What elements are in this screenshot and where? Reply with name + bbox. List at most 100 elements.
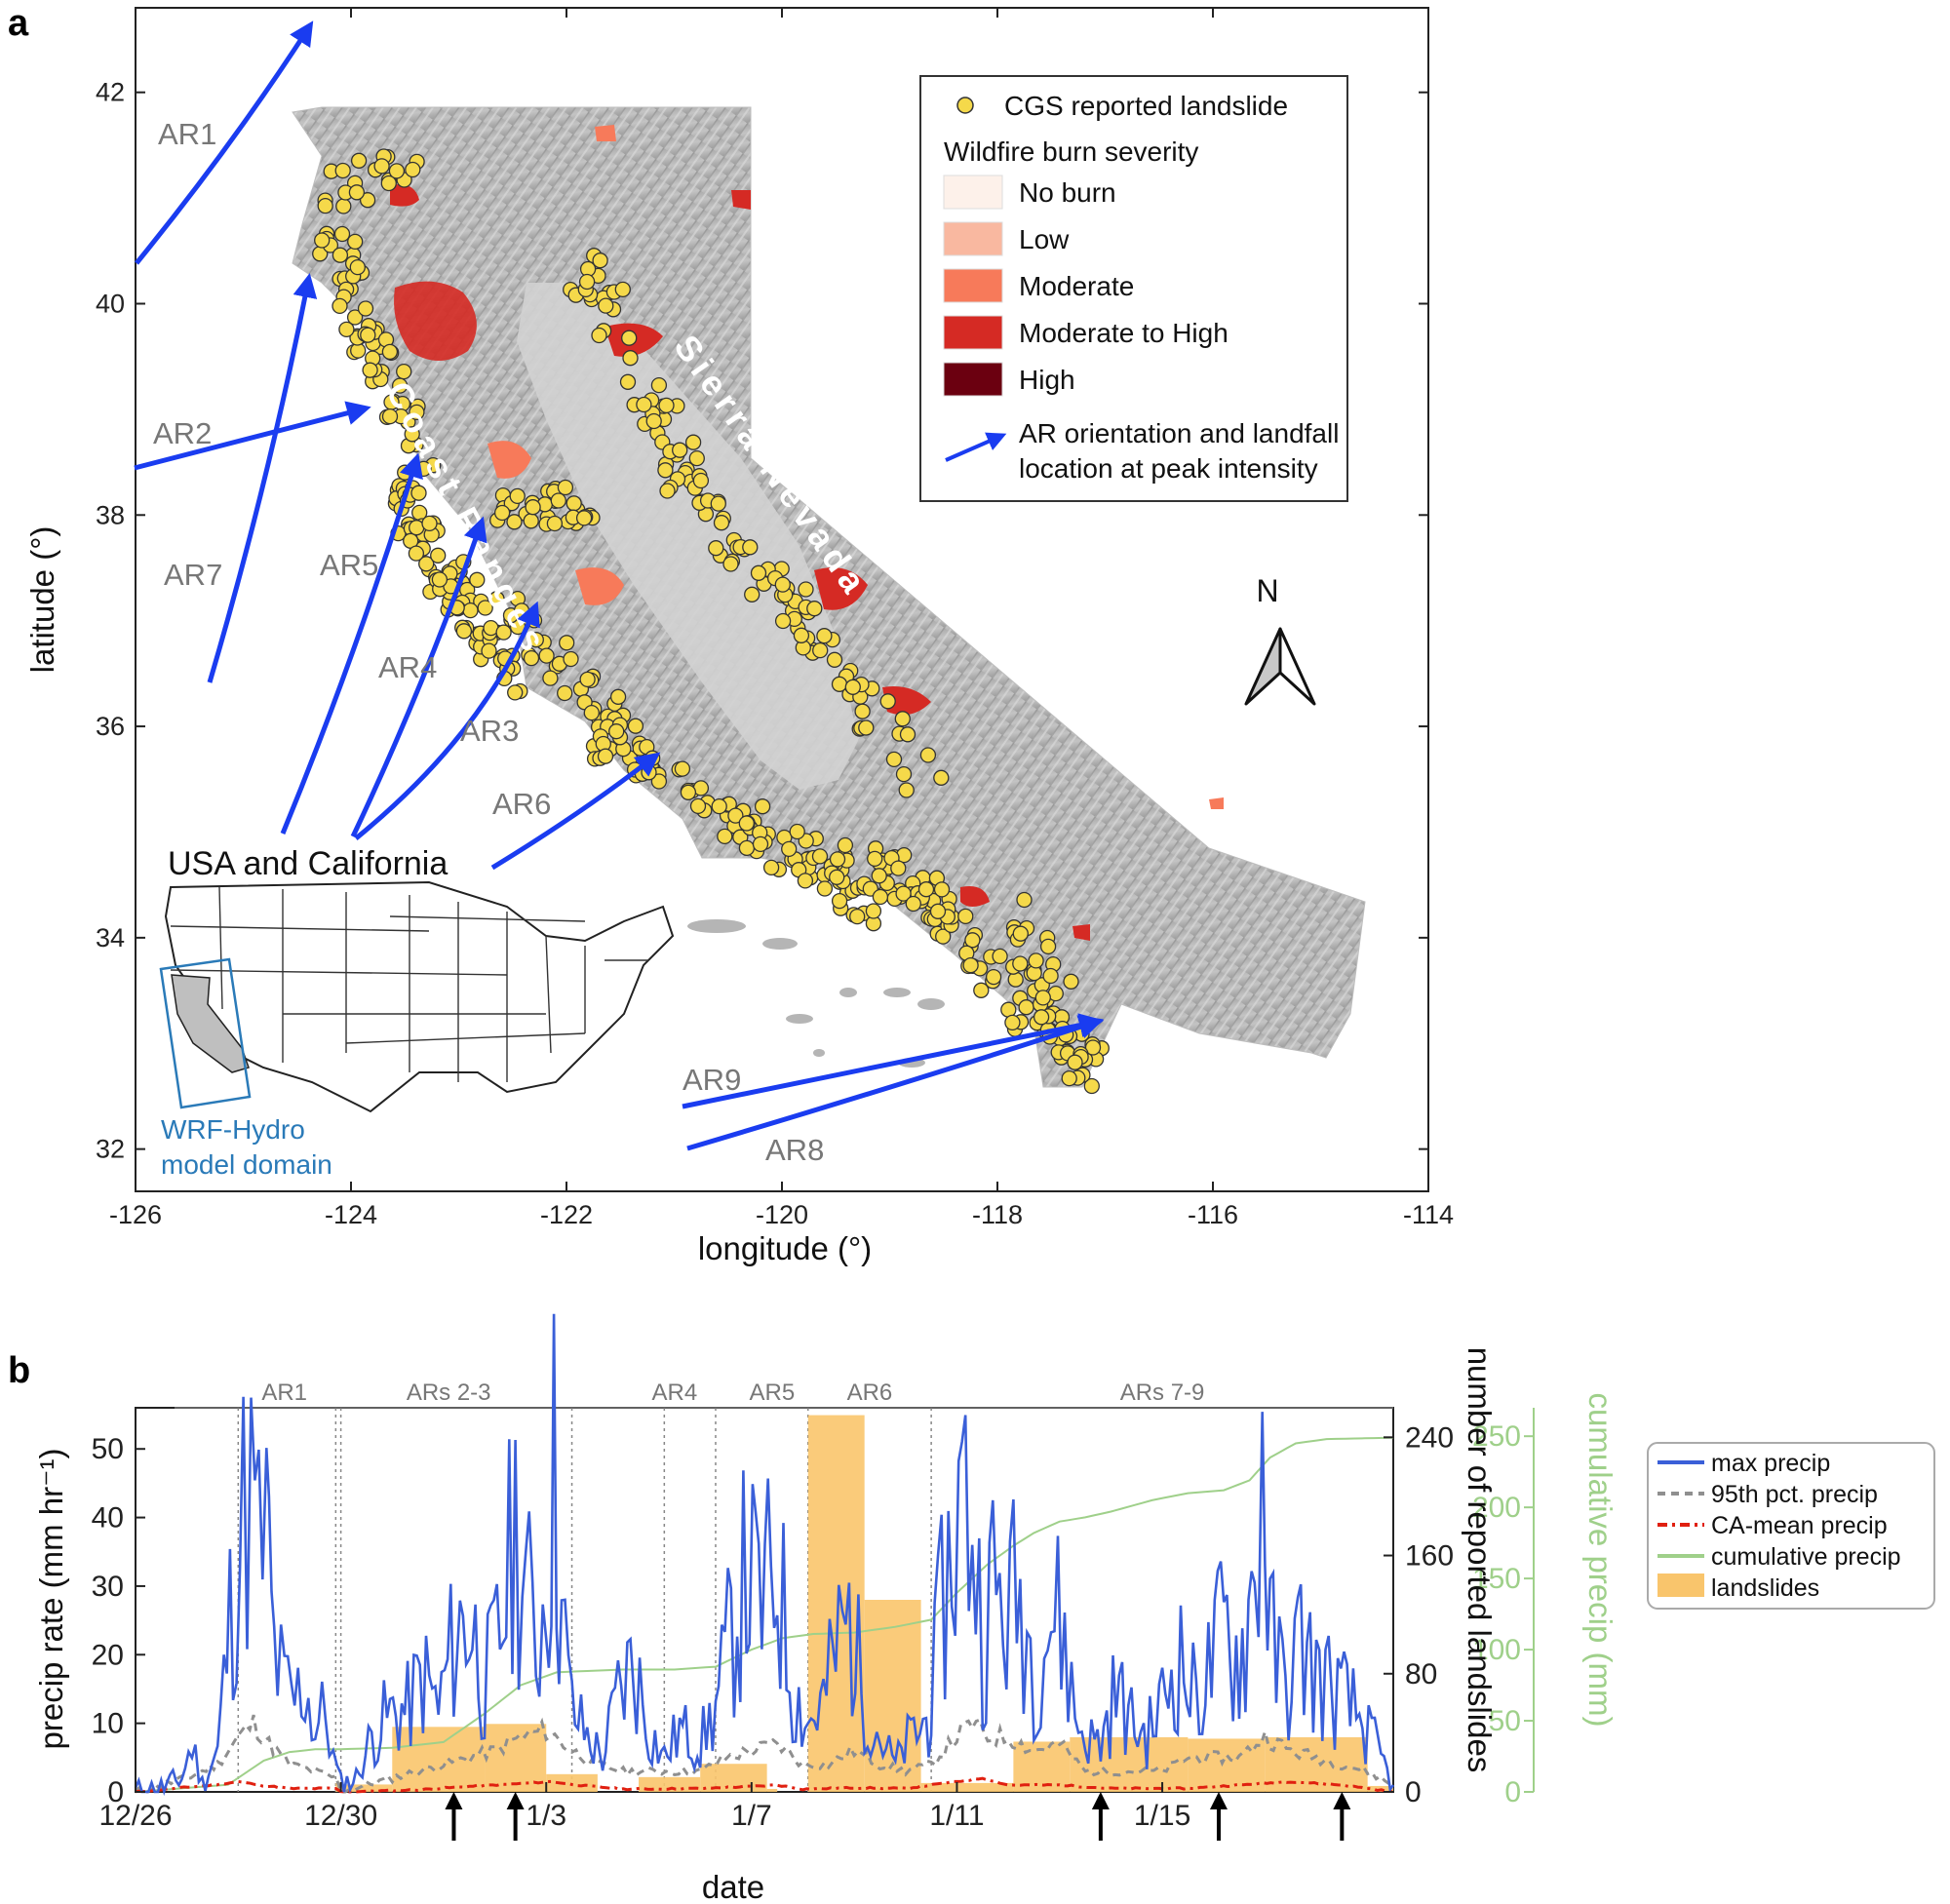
landslide-point xyxy=(332,297,348,315)
landslide-point xyxy=(579,671,596,688)
landslide-point xyxy=(1012,925,1029,942)
landslide-point xyxy=(879,693,896,710)
landslide-point xyxy=(609,688,627,705)
period-label: ARs 2-3 xyxy=(407,1379,491,1406)
landslide-point xyxy=(1034,990,1051,1006)
landslide-point xyxy=(477,600,493,616)
landslide-point xyxy=(793,627,810,643)
b-right-ytick-label: 240 xyxy=(1405,1421,1454,1454)
event-arrow-head xyxy=(1091,1792,1110,1809)
legend-ar-line2: location at peak intensity xyxy=(1019,453,1318,484)
landslide-point xyxy=(405,161,421,178)
landslide-bars xyxy=(335,1415,1393,1792)
landslide-point xyxy=(608,723,625,740)
panel-a-letter: a xyxy=(8,3,29,44)
ar-label-ar1: AR1 xyxy=(158,117,216,151)
landslide-point xyxy=(523,513,539,529)
cum-ytick-label: 250 xyxy=(1472,1420,1521,1453)
legend-max: max precip xyxy=(1711,1450,1830,1477)
burn-swatch xyxy=(943,315,1003,350)
landslide-point xyxy=(469,571,486,588)
landslide-point xyxy=(391,377,409,394)
landslide-point xyxy=(826,651,843,668)
cum-ytick-label: 50 xyxy=(1489,1705,1521,1737)
landslide-bar xyxy=(639,1776,701,1792)
landslide-point xyxy=(689,797,707,815)
landslide-point xyxy=(1067,1054,1083,1070)
landslide-point xyxy=(317,197,333,214)
landslide-point xyxy=(410,485,427,501)
landslide-point xyxy=(858,719,875,736)
landslide-bar xyxy=(1188,1738,1266,1792)
ar-arrow-ar7 xyxy=(207,273,318,683)
landslide-point xyxy=(627,718,644,734)
landslide-point xyxy=(493,504,511,522)
landslide-point xyxy=(738,815,755,832)
landslide-point xyxy=(844,679,861,695)
landslide-point xyxy=(488,591,505,607)
ar-label-ar6: AR6 xyxy=(492,787,551,821)
landslide-point xyxy=(957,908,974,925)
landslide-dots xyxy=(312,148,1110,1095)
landslide-point xyxy=(360,327,376,343)
timeseries-legend: max precip 95th pct. precip CA-mean prec… xyxy=(1647,1442,1935,1610)
map-xtick-label: -124 xyxy=(325,1200,377,1229)
event-arrow-head xyxy=(506,1792,525,1809)
p95-precip-line xyxy=(135,1714,1394,1794)
landslide-point xyxy=(1063,973,1079,990)
b-left-ytick-label: 40 xyxy=(92,1502,124,1535)
ar-arrow-ar4 xyxy=(350,516,488,838)
event-arrow-head xyxy=(1333,1792,1351,1809)
landslide-point xyxy=(578,273,596,291)
landslide-point xyxy=(1004,1014,1021,1031)
b-xtick-label: 1/11 xyxy=(929,1800,984,1832)
channel-islands xyxy=(687,919,945,1068)
legend-landslide: CGS reported landslide xyxy=(1004,91,1288,121)
landslide-point xyxy=(614,281,631,298)
landslide-point xyxy=(481,642,497,659)
landslide-point xyxy=(559,635,575,651)
map-ytick-label: 38 xyxy=(96,500,125,529)
b-xtick-label: 12/26 xyxy=(98,1800,172,1832)
landslide-point xyxy=(636,396,652,413)
map-legend: CGS reported landslide Wildfire burn sev… xyxy=(919,75,1348,502)
svg-text:N: N xyxy=(1256,573,1278,608)
landslide-point xyxy=(727,807,744,824)
b-xtick-label: 12/30 xyxy=(304,1800,377,1832)
landslide-point xyxy=(350,152,368,169)
ar-label-ar5: AR5 xyxy=(320,548,378,582)
map-ytick-label: 42 xyxy=(96,78,125,107)
landslide-point xyxy=(563,650,579,668)
landslide-point xyxy=(774,576,791,593)
landslide-point xyxy=(905,895,921,913)
landslide-point xyxy=(404,426,420,443)
landslide-point xyxy=(1016,891,1033,909)
landslide-point xyxy=(421,515,438,532)
landslide-point xyxy=(754,798,771,815)
landslide-point xyxy=(373,158,390,175)
landslide-point xyxy=(431,571,448,588)
landslide-point xyxy=(546,515,564,532)
panel-b-letter: b xyxy=(8,1350,30,1391)
landslide-point xyxy=(854,703,871,719)
landslide-point xyxy=(495,624,512,641)
landslide-point xyxy=(509,487,526,505)
landslide-point xyxy=(849,908,866,925)
landslide-point xyxy=(525,499,541,516)
map-ytick-label: 34 xyxy=(96,923,125,952)
left-ylabel: precip rate (mm hr⁻¹) xyxy=(33,1449,69,1750)
landslide-point xyxy=(806,601,823,617)
landslide-point xyxy=(557,479,574,496)
usa-inset: USA and California WRF-Hydro model domai… xyxy=(159,845,675,1180)
california-inset xyxy=(171,974,250,1073)
landslide-point xyxy=(985,968,1002,986)
landslide-point xyxy=(688,449,705,467)
landslide-point xyxy=(430,547,447,563)
landslide-point xyxy=(789,823,805,840)
landslide-point xyxy=(527,632,544,648)
map-xtick-label: -116 xyxy=(1188,1200,1238,1229)
landslide-point xyxy=(566,495,582,512)
landslide-point xyxy=(781,840,798,858)
ar-arrow-ar2 xyxy=(134,401,371,471)
landslide-point xyxy=(962,956,979,974)
